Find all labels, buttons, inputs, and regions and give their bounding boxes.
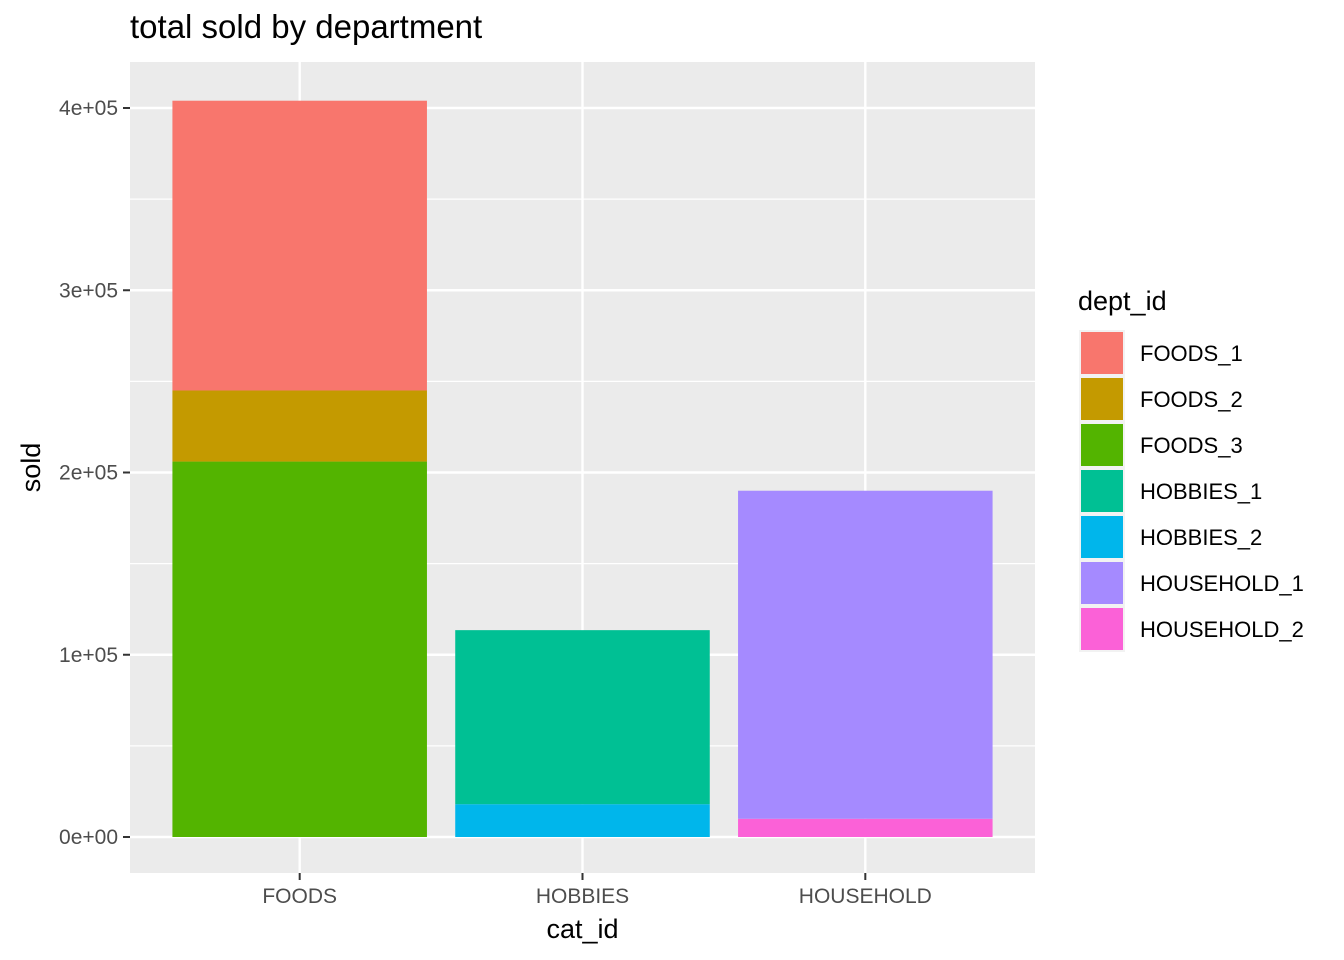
legend-label-household-1: HOUSEHOLD_1 (1140, 571, 1304, 596)
bar-foods-3 (172, 461, 427, 837)
legend: dept_id FOODS_1 FOODS_2 FOODS_3 HOBBIES_1 HO… (1078, 286, 1304, 652)
y-tick-label: 2e+05 (59, 462, 118, 485)
legend-swatch-household-2 (1081, 608, 1123, 650)
legend-swatch-household-1 (1081, 562, 1123, 604)
y-tick-label: 3e+05 (59, 279, 118, 302)
legend-label-foods-3: FOODS_3 (1140, 433, 1243, 458)
y-axis: 0e+00 1e+05 2e+05 3e+05 4e+05 (59, 97, 130, 849)
bar-household-1 (738, 490, 993, 819)
x-tick-label: HOBBIES (536, 885, 629, 908)
bar-foods-2 (172, 390, 427, 462)
legend-swatch-hobbies-2 (1081, 516, 1123, 558)
x-axis: FOODS HOBBIES HOUSEHOLD (262, 873, 932, 908)
legend-swatch-foods-3 (1081, 424, 1123, 466)
legend-swatch-hobbies-1 (1081, 470, 1123, 512)
legend-label-household-2: HOUSEHOLD_2 (1140, 617, 1304, 642)
legend-swatch-foods-2 (1081, 378, 1123, 420)
bars (172, 100, 993, 837)
legend-title: dept_id (1078, 286, 1167, 316)
x-tick-label: HOUSEHOLD (799, 885, 932, 908)
legend-label-hobbies-2: HOBBIES_2 (1140, 525, 1262, 550)
x-axis-title: cat_id (546, 914, 618, 944)
chart-title: total sold by department (130, 8, 483, 45)
y-tick-label: 4e+05 (59, 97, 118, 120)
y-axis-title: sold (16, 443, 46, 493)
bar-household-2 (738, 818, 993, 837)
legend-label-foods-2: FOODS_2 (1140, 387, 1243, 412)
legend-label-hobbies-1: HOBBIES_1 (1140, 479, 1262, 504)
legend-swatch-foods-1 (1081, 332, 1123, 374)
bar-hobbies-1 (455, 630, 710, 805)
bar-foods-1 (172, 100, 427, 391)
x-tick-label: FOODS (262, 885, 337, 908)
legend-label-foods-1: FOODS_1 (1140, 341, 1243, 366)
bar-hobbies-2 (455, 804, 710, 837)
y-tick-label: 1e+05 (59, 644, 118, 667)
y-tick-label: 0e+00 (59, 826, 118, 849)
